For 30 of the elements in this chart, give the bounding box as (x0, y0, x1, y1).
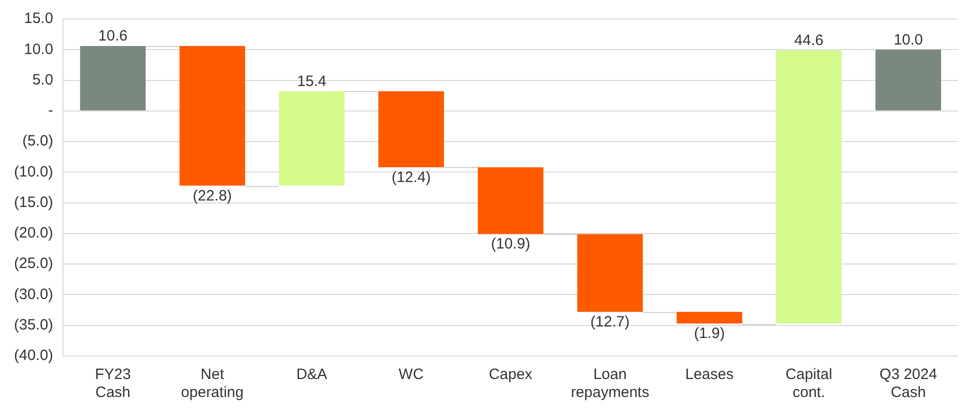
x-tick-label: D&A (296, 366, 328, 384)
x-tick-label: Loan repayments (570, 366, 650, 402)
data-label: 44.6 (794, 32, 824, 49)
y-tick-label: (25.0) (14, 255, 54, 272)
data-label: (10.9) (491, 236, 530, 253)
y-tick-label: (5.0) (22, 132, 54, 150)
x-tick-label: WC (398, 366, 424, 384)
y-tick-label: (15.0) (14, 194, 54, 211)
y-tick-label: - (48, 102, 54, 120)
data-label: 10.6 (98, 28, 128, 45)
y-tick-label: (40.0) (14, 347, 54, 364)
x-tick-label: Leases (685, 366, 734, 384)
data-label: (12.4) (392, 168, 431, 186)
x-tick-label: Capex (488, 366, 533, 384)
data-label: (12.7) (590, 314, 630, 331)
data-label: (22.8) (192, 187, 232, 204)
y-tick-label: (35.0) (14, 316, 54, 334)
y-tick-label: (30.0) (14, 286, 54, 303)
y-tick-label: (20.0) (14, 224, 54, 242)
x-tick-label: Net operating (181, 366, 244, 402)
data-label: (1.9) (694, 325, 725, 342)
y-tick-label: 10.0 (24, 40, 54, 58)
y-tick-label: 15.0 (24, 10, 54, 28)
y-tick-label: 5.0 (32, 71, 54, 88)
x-tick-label: FY23 Cash (94, 366, 131, 402)
x-tick-label: Capital cont. (786, 366, 832, 402)
x-tick-label: Q3 2024 Cash (880, 366, 938, 402)
y-tick-label: (10.0) (14, 163, 54, 180)
data-label: 10.0 (894, 31, 923, 48)
data-label: 15.4 (297, 72, 326, 90)
